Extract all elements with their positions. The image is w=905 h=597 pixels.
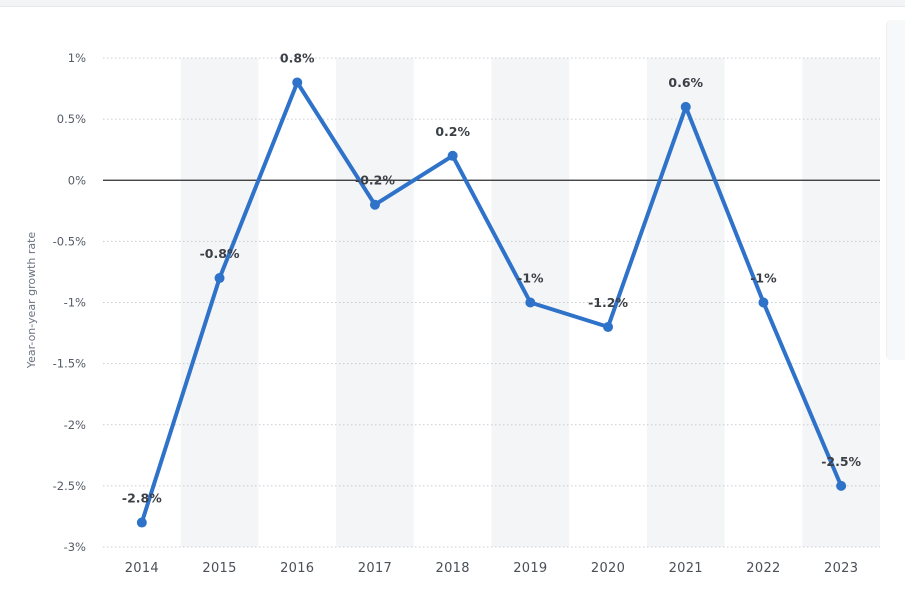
y-tick-label: -2.5% [53,479,86,493]
y-tick-label: -0.5% [53,234,86,248]
column-band [646,58,725,547]
data-label: -2.5% [821,454,861,469]
x-tick-label: 2019 [513,561,547,576]
side-toolbar-panel [886,20,905,360]
x-axis-ticks: 2014 2015 2016 2017 2018 2019 2020 2021 2022 2023 [125,561,858,576]
top-border [0,0,905,7]
x-tick-label: 2016 [280,561,314,576]
data-point [836,480,847,491]
data-label: 0.8% [280,50,315,65]
y-tick-label: -3% [64,540,86,554]
data-point [369,199,380,210]
data-label: 0.2% [435,124,470,139]
x-tick-label: 2017 [358,561,392,576]
data-label: -1% [750,271,777,286]
data-label: -1% [517,271,544,286]
data-point [680,101,691,112]
data-label: -0.2% [355,173,395,188]
y-tick-label: -1% [64,296,86,310]
series-line-group [139,80,844,525]
x-tick-label: 2014 [125,561,159,576]
data-label: -2.8% [122,491,162,506]
data-point [447,150,458,161]
data-point [292,77,303,88]
x-tick-label: 2022 [746,561,780,576]
x-tick-label: 2020 [591,561,625,576]
data-labels: -2.8% -0.8% 0.8% -0.2% 0.2% -1% -1.2% 0.6% -1% -2… [122,50,862,505]
y-tick-label: -2% [64,418,86,432]
data-point [214,273,225,284]
data-label: -0.8% [200,246,240,261]
y-axis-label: Year-on-year growth rate [25,232,38,370]
data-point [603,321,614,332]
y-tick-label: 0% [68,173,86,187]
y-tick-label: -1.5% [53,357,86,371]
data-point [525,297,536,308]
data-label: -1.2% [588,295,628,310]
gridlines [103,57,880,548]
series-line [139,80,844,525]
data-point [136,517,147,528]
x-tick-label: 2015 [202,561,236,576]
column-band [336,58,414,547]
data-points [136,77,847,528]
data-label: 0.6% [668,75,703,90]
y-axis-ticks: 1% 0.5% 0% -0.5% -1% -1.5% -2% -2.5% -3% [53,51,86,554]
y-tick-label: 0.5% [57,112,86,126]
x-tick-label: 2021 [669,561,703,576]
x-tick-label: 2018 [436,561,470,576]
y-tick-label: 1% [68,51,86,65]
x-tick-label: 2023 [824,561,858,576]
data-point [758,297,769,308]
